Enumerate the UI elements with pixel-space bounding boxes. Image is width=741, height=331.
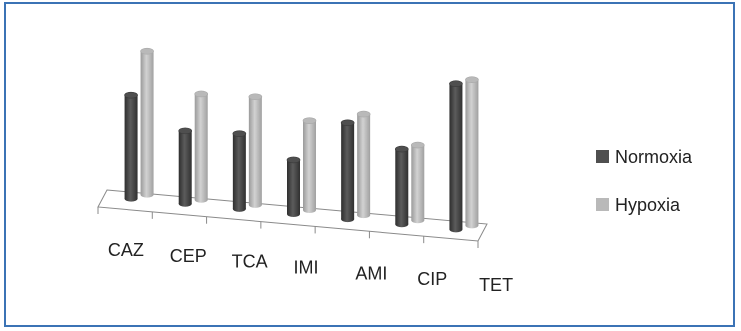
category-label: TCA [232, 252, 268, 272]
bar-cap [302, 117, 317, 124]
legend-swatch-hypoxia [596, 198, 609, 211]
bar-base [194, 196, 208, 203]
bar-body [449, 83, 463, 230]
bar-cap [194, 90, 209, 98]
bar-base [140, 191, 154, 198]
bar-body [194, 93, 208, 200]
bar-body [357, 114, 371, 216]
bar-normoxia-ami [340, 119, 355, 223]
category-label: TET [479, 275, 513, 295]
bar-cap [286, 156, 301, 164]
bar-body [287, 159, 300, 214]
legend-label-hypoxia: Hypoxia [615, 195, 681, 215]
bar-normoxia-tet [449, 80, 463, 233]
bar-cap [356, 110, 371, 118]
bar-normoxia-caz [124, 91, 138, 202]
legend: Normoxia Hypoxia [596, 147, 693, 215]
category-label: CAZ [108, 240, 144, 260]
bar-normoxia-tca [232, 130, 247, 212]
category-labels: CAZ CEP TCA IMI AMI CIP TET [108, 240, 513, 295]
bar-body [395, 149, 409, 225]
bar-base [465, 222, 479, 229]
bar-cap [340, 119, 355, 127]
bar-cap [465, 76, 479, 84]
category-label: AMI [355, 263, 387, 283]
bar-cap [232, 130, 247, 137]
bar-cap [449, 80, 463, 88]
bar-base [248, 201, 262, 208]
bar-cap [124, 91, 138, 99]
bar-body [124, 95, 138, 199]
bar-base [287, 211, 300, 217]
bar-cap [140, 47, 154, 55]
bar-base [124, 195, 138, 202]
category-label: CEP [170, 246, 207, 266]
bar-body [465, 79, 479, 226]
bar-base [357, 212, 371, 219]
bar-base [178, 200, 192, 207]
bar-body [248, 96, 262, 205]
category-label: IMI [294, 258, 319, 278]
bar-body [341, 122, 355, 220]
legend-label-normoxia: Normoxia [615, 147, 693, 167]
bar-normoxia-cip [394, 145, 409, 228]
bar-normoxia-imi [286, 156, 301, 217]
category-label: CIP [417, 269, 447, 289]
bar-cap [394, 145, 409, 153]
bar-cap [410, 141, 425, 149]
bar-body [140, 51, 154, 195]
bar-base [411, 217, 425, 224]
bar-cap [248, 93, 263, 101]
bar-base [395, 221, 409, 228]
bar-normoxia-cep [178, 127, 193, 207]
bar-body [178, 130, 192, 204]
bar-cap [178, 127, 193, 135]
bar-base [341, 216, 355, 223]
bar-hypoxia-tca [248, 93, 263, 208]
bar-hypoxia-cep [194, 90, 209, 203]
bar-body [411, 145, 425, 221]
bar-base [303, 207, 316, 213]
bar-hypoxia-imi [302, 117, 317, 213]
bar-body [232, 133, 246, 209]
bar-body [303, 120, 316, 210]
legend-swatch-normoxia [596, 150, 609, 163]
bar-hypoxia-caz [140, 47, 154, 198]
bar-group [124, 47, 479, 233]
bar-hypoxia-tet [465, 76, 479, 229]
bar-base [449, 226, 463, 233]
bar-hypoxia-cip [410, 141, 425, 224]
bar-hypoxia-ami [356, 110, 371, 219]
bar-base [232, 205, 246, 212]
